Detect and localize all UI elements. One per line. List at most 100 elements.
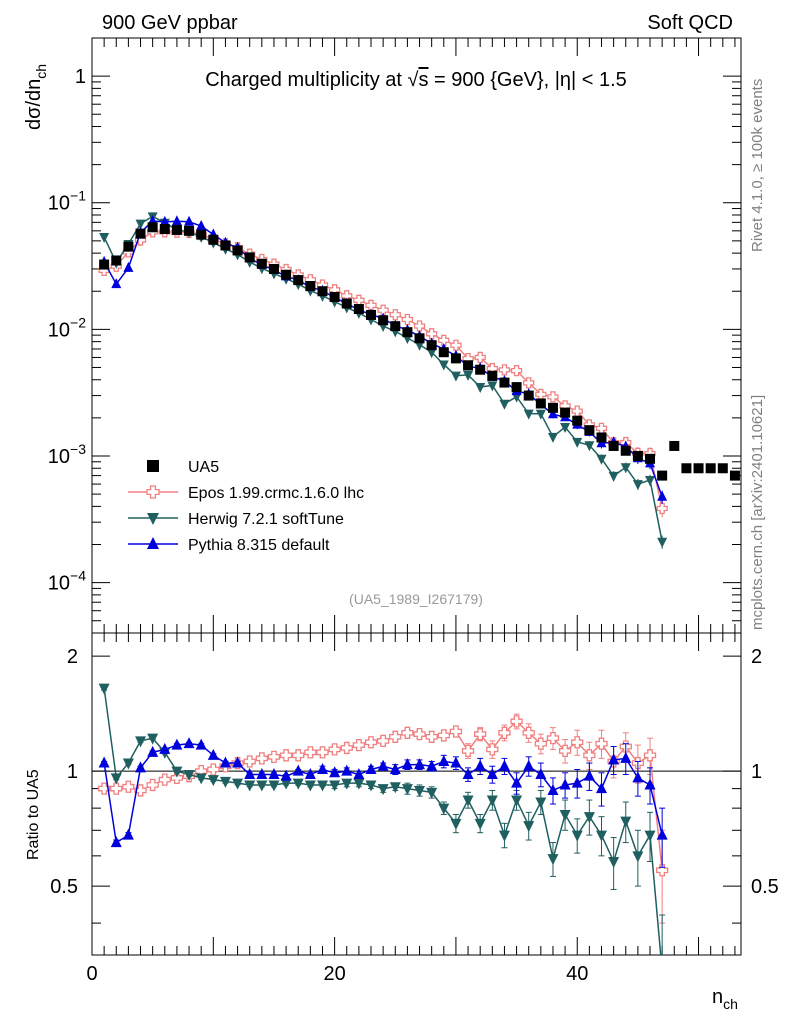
series-point-ratio	[364, 736, 378, 749]
data-point-ua5	[232, 245, 243, 256]
data-point-ua5	[632, 450, 643, 461]
data-point-ua5	[123, 241, 134, 252]
series-point-ratio	[183, 737, 195, 749]
series-point-ratio	[498, 759, 510, 771]
series-point-ratio	[243, 755, 256, 768]
series-point-main	[475, 383, 486, 394]
series-point-ratio	[462, 795, 474, 807]
series-point-main	[657, 490, 668, 501]
series-point-ratio	[571, 776, 583, 788]
series-point-ratio	[644, 830, 656, 842]
series-point-ratio	[401, 784, 413, 796]
series-point-ratio	[462, 767, 474, 779]
rivet-label: Rivet 4.1.0, ≥ 100k events	[749, 79, 766, 252]
series-point-ratio	[571, 736, 584, 749]
data-point-ua5	[402, 327, 413, 338]
data-point-ua5	[729, 470, 740, 481]
series-point-ratio	[510, 715, 523, 728]
series-point-ratio	[268, 767, 280, 779]
ratio-tick-label: 1	[751, 761, 762, 783]
series-point-ratio	[655, 864, 669, 877]
series-point-ratio	[644, 778, 656, 790]
series-point-ratio	[280, 778, 292, 790]
series-point-main	[656, 502, 668, 515]
series-point-ratio	[244, 780, 256, 792]
series-point-ratio	[328, 743, 341, 756]
y-tick-label: 10−4	[48, 568, 86, 595]
data-point-ua5	[620, 445, 631, 456]
series-point-ratio	[170, 771, 184, 785]
series-point-ratio	[643, 749, 657, 762]
data-point-ua5	[426, 340, 437, 351]
series-point-ratio	[474, 759, 486, 771]
series-point-ratio	[608, 856, 620, 868]
series-point-ratio	[571, 830, 583, 842]
data-point-ua5	[329, 292, 340, 303]
series-point-ratio	[158, 773, 171, 786]
series-point-ratio	[656, 828, 668, 840]
series-point-main	[196, 219, 207, 230]
x-axis-label: nch	[712, 986, 738, 1012]
series-point-ratio	[425, 730, 438, 743]
series-point-ratio	[523, 821, 535, 833]
series-point-ratio	[535, 767, 547, 779]
series-point-ratio	[159, 742, 171, 754]
series-point-ratio	[98, 683, 110, 695]
series-point-ratio	[365, 762, 377, 774]
data-point-ua5	[171, 224, 182, 235]
series-point-ratio	[376, 734, 390, 748]
series-point-main	[135, 219, 146, 230]
data-point-ua5	[499, 377, 510, 388]
series-point-ratio	[414, 785, 426, 797]
data-point-ua5	[572, 415, 583, 426]
ratio-tick-label: 0.5	[50, 876, 78, 898]
series-point-main	[560, 423, 571, 434]
series-point-ratio	[632, 771, 644, 783]
series-line-main	[103, 220, 663, 498]
series-point-main	[377, 304, 389, 316]
data-point-ua5	[208, 234, 219, 245]
series-point-ratio	[511, 776, 523, 788]
data-point-ua5	[487, 370, 498, 381]
series-point-ratio	[134, 784, 147, 797]
data-point-ua5	[669, 440, 680, 451]
ratio-tick-label: 1	[67, 761, 78, 783]
ratio-plot-series	[97, 683, 669, 955]
series-point-ratio	[474, 727, 487, 741]
series-point-ratio	[232, 756, 244, 768]
series-point-ratio	[219, 776, 231, 788]
series-point-ratio	[244, 767, 256, 779]
series-point-ratio	[122, 828, 134, 840]
header-left: 900 GeV ppbar	[102, 12, 238, 34]
series-point-ratio	[219, 756, 231, 768]
series-point-ratio	[352, 738, 366, 752]
data-point-ua5	[414, 333, 425, 344]
series-point-ratio	[498, 830, 510, 842]
series-point-ratio	[546, 732, 560, 745]
series-point-ratio	[486, 767, 498, 779]
series-point-ratio	[147, 745, 159, 757]
series-point-ratio	[122, 780, 135, 793]
data-point-ua5	[147, 222, 158, 233]
series-point-ratio	[608, 753, 620, 765]
series-point-main	[438, 360, 449, 371]
series-point-ratio	[267, 750, 281, 763]
series-point-ratio	[389, 782, 401, 794]
data-point-ua5	[256, 258, 267, 269]
series-point-ratio	[450, 818, 462, 830]
data-point-ua5	[293, 275, 304, 286]
series-point-ratio	[353, 778, 365, 790]
data-point-ua5	[693, 463, 704, 474]
series-point-ratio	[195, 738, 207, 750]
series-point-ratio	[292, 749, 305, 762]
series-point-ratio	[268, 780, 280, 792]
series-point-ratio	[620, 751, 632, 763]
data-point-ua5	[196, 229, 207, 240]
data-point-ua5	[475, 364, 486, 375]
data-point-ua5	[305, 281, 316, 292]
series-point-ratio	[232, 778, 244, 790]
data-point-ua5	[244, 252, 255, 263]
series-point-main	[608, 471, 619, 482]
chart-title: Charged multiplicity at √s = 900 {GeV}, …	[205, 69, 627, 91]
